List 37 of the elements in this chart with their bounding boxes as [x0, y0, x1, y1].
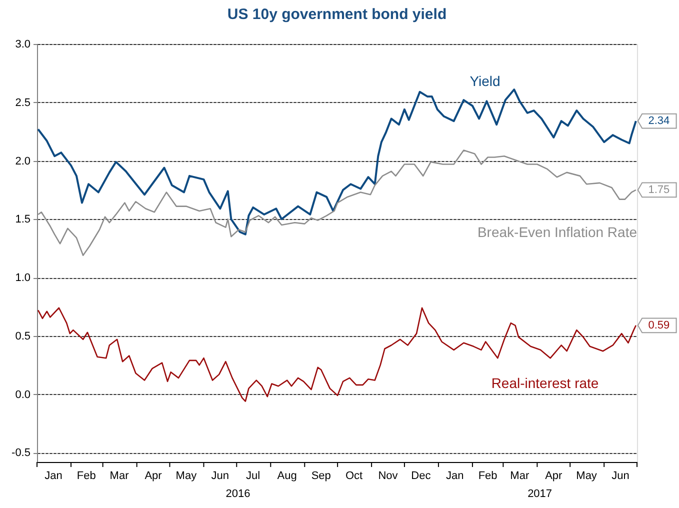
line-series [37, 307, 637, 402]
chart-title: US 10y government bond yield [227, 6, 447, 23]
series-label: Break-Even Inflation Rate [477, 224, 638, 240]
x-tick-label: Oct [345, 470, 363, 482]
annotation: 2.34 [648, 115, 670, 128]
x-tick-label: Mar [510, 470, 530, 482]
x-tick-label: Feb [76, 470, 96, 482]
y-tick-label: 1.0 [15, 272, 30, 284]
x-tick-label: Jun [211, 470, 230, 482]
x-tick-label: Nov [378, 470, 398, 482]
x-tick-label: Jan [446, 470, 464, 482]
x-tick-label: Aug [277, 470, 297, 482]
y-tick-label: 0.5 [15, 330, 30, 342]
x-tick-label: Jun [612, 470, 630, 482]
text: 2017 [528, 488, 552, 500]
series-label: Real-interest rate [491, 375, 599, 391]
x-tick-label: May [576, 470, 598, 482]
series-label: Yield [470, 73, 500, 89]
annotation: 0.59 [648, 319, 670, 332]
x-tick-label: Feb [478, 470, 498, 482]
x-tick-label: Jan [44, 470, 62, 482]
y-tick-label: 2.5 [15, 96, 30, 109]
x-tick-label: May [176, 470, 198, 482]
y-tick-label: -0.5 [12, 447, 30, 460]
y-tick-label: 1.5 [15, 214, 30, 226]
line-series [37, 88, 637, 236]
y-tick-label: 3.0 [15, 38, 30, 50]
x-tick-label: Sep [311, 470, 331, 482]
annotation: 1.75 [648, 184, 670, 196]
x-tick-label: Mar [110, 470, 130, 482]
x-tick-label: Dec [411, 470, 432, 482]
x-tick-label: Apr [144, 470, 162, 482]
y-tick-label: 0.0 [15, 388, 30, 401]
y-tick-label: 2.0 [15, 155, 30, 168]
x-tick-label: Jul [246, 470, 260, 482]
x-tick-label: Apr [545, 470, 563, 482]
text: 2016 [226, 488, 250, 500]
